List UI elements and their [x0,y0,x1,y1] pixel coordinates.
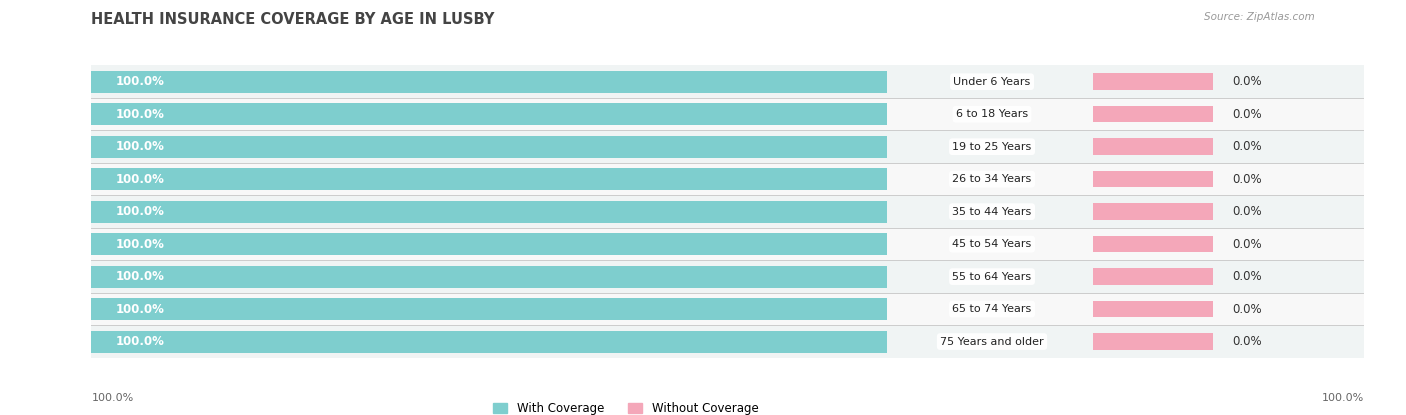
Bar [91,195,1364,228]
Bar [91,168,887,190]
Text: 0.0%: 0.0% [1233,75,1263,88]
Text: 65 to 74 Years: 65 to 74 Years [952,304,1032,314]
Text: 100.0%: 100.0% [115,173,165,186]
Text: 100.0%: 100.0% [115,303,165,315]
Text: 100.0%: 100.0% [115,238,165,251]
Bar [91,260,1364,293]
Text: 100.0%: 100.0% [115,270,165,283]
Text: 35 to 44 Years: 35 to 44 Years [952,207,1032,217]
Bar [91,293,1364,325]
Bar [91,200,887,223]
Bar [91,325,1364,358]
Bar [1094,73,1213,90]
Text: 100.0%: 100.0% [115,335,165,348]
Text: 0.0%: 0.0% [1233,173,1263,186]
Bar [1094,171,1213,188]
Text: 100.0%: 100.0% [1322,393,1364,403]
Bar [91,266,887,288]
Text: 0.0%: 0.0% [1233,270,1263,283]
Bar [1094,236,1213,252]
Bar [91,233,887,255]
Legend: With Coverage, Without Coverage: With Coverage, Without Coverage [494,402,758,415]
Bar [1094,139,1213,155]
Bar [91,330,887,353]
Text: 0.0%: 0.0% [1233,140,1263,153]
Bar [1094,269,1213,285]
Bar [91,228,1364,260]
Bar [91,163,1364,195]
Text: Source: ZipAtlas.com: Source: ZipAtlas.com [1204,12,1315,22]
Bar [91,98,1364,130]
Bar [91,103,887,125]
Text: 0.0%: 0.0% [1233,238,1263,251]
Text: Under 6 Years: Under 6 Years [953,77,1031,87]
Text: 19 to 25 Years: 19 to 25 Years [952,142,1032,152]
Text: 0.0%: 0.0% [1233,335,1263,348]
Text: 45 to 54 Years: 45 to 54 Years [952,239,1032,249]
Bar [1094,301,1213,317]
Bar [91,136,887,158]
Text: HEALTH INSURANCE COVERAGE BY AGE IN LUSBY: HEALTH INSURANCE COVERAGE BY AGE IN LUSB… [91,12,495,27]
Bar [1094,203,1213,220]
Text: 55 to 64 Years: 55 to 64 Years [952,271,1032,282]
Bar [1094,106,1213,122]
Text: 26 to 34 Years: 26 to 34 Years [952,174,1032,184]
Text: 100.0%: 100.0% [115,75,165,88]
Text: 100.0%: 100.0% [115,140,165,153]
Bar [91,71,887,93]
Text: 6 to 18 Years: 6 to 18 Years [956,109,1028,119]
Bar [91,130,1364,163]
Bar [1094,333,1213,350]
Text: 100.0%: 100.0% [115,205,165,218]
Text: 0.0%: 0.0% [1233,303,1263,315]
Bar [91,298,887,320]
Text: 75 Years and older: 75 Years and older [941,337,1043,347]
Text: 100.0%: 100.0% [115,108,165,121]
Text: 100.0%: 100.0% [91,393,134,403]
Text: 0.0%: 0.0% [1233,108,1263,121]
Bar [91,66,1364,98]
Text: 0.0%: 0.0% [1233,205,1263,218]
